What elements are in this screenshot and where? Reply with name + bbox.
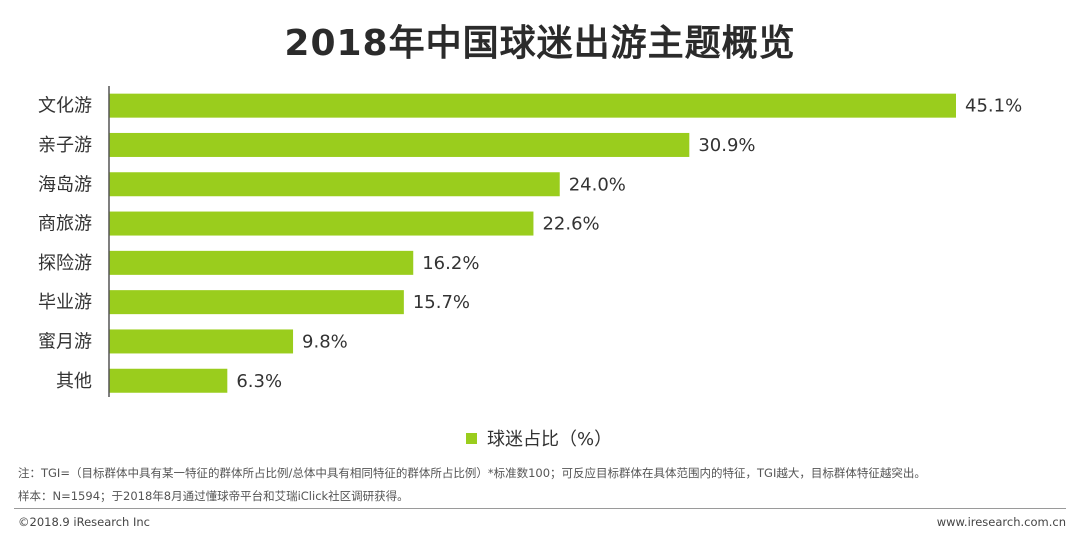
value-label-6: 15.7% [413, 292, 470, 313]
note-tgi: 注：TGI=（目标群体中具有某一特征的群体所占比例/总体中具有相同特征的群体所占… [18, 466, 926, 480]
value-label-5: 16.2% [422, 253, 479, 274]
value-label-4: 22.6% [542, 214, 599, 235]
category-label-1: 文化游 [38, 96, 92, 117]
category-label-5: 探险游 [38, 253, 92, 274]
value-label-8: 6.3% [236, 371, 282, 392]
bar-6 [109, 290, 404, 315]
footer-divider [14, 508, 1066, 509]
bar-8 [109, 368, 228, 393]
value-label-1: 45.1% [965, 96, 1022, 117]
value-label-3: 24.0% [569, 174, 626, 195]
legend-label: 球迷占比（%） [487, 429, 613, 450]
category-label-7: 蜜月游 [38, 331, 92, 352]
bar-5 [109, 250, 414, 275]
chart-title: 2018年中国球迷出游主题概览 [284, 23, 796, 64]
legend: 球迷占比（%） [466, 428, 613, 450]
note-sample: 样本：N=1594；于2018年8月通过懂球帝平台和艾瑞iClick社区调研获得… [18, 489, 409, 503]
legend-swatch [466, 432, 477, 444]
bar-7 [109, 329, 294, 354]
category-label-6: 毕业游 [38, 292, 92, 313]
value-label-2: 30.9% [698, 135, 755, 156]
category-label-3: 海岛游 [38, 174, 92, 195]
category-label-2: 亲子游 [38, 135, 92, 156]
category-label-8: 其他 [56, 371, 92, 392]
bar-2 [109, 132, 690, 157]
value-label-7: 9.8% [302, 331, 348, 352]
bar-4 [109, 211, 534, 236]
category-label-4: 商旅游 [38, 214, 92, 235]
bar-1 [109, 93, 956, 118]
bar-chart: 文化游 45.1% 亲子游 30.9% 海岛游 24.0% 商旅游 22.6% 探险游 16.2%… [38, 86, 1022, 397]
bar-3 [109, 172, 560, 197]
footer-website: www.iresearch.com.cn [936, 515, 1066, 529]
footer-copyright: ©2018.9 iResearch Inc [18, 515, 150, 529]
